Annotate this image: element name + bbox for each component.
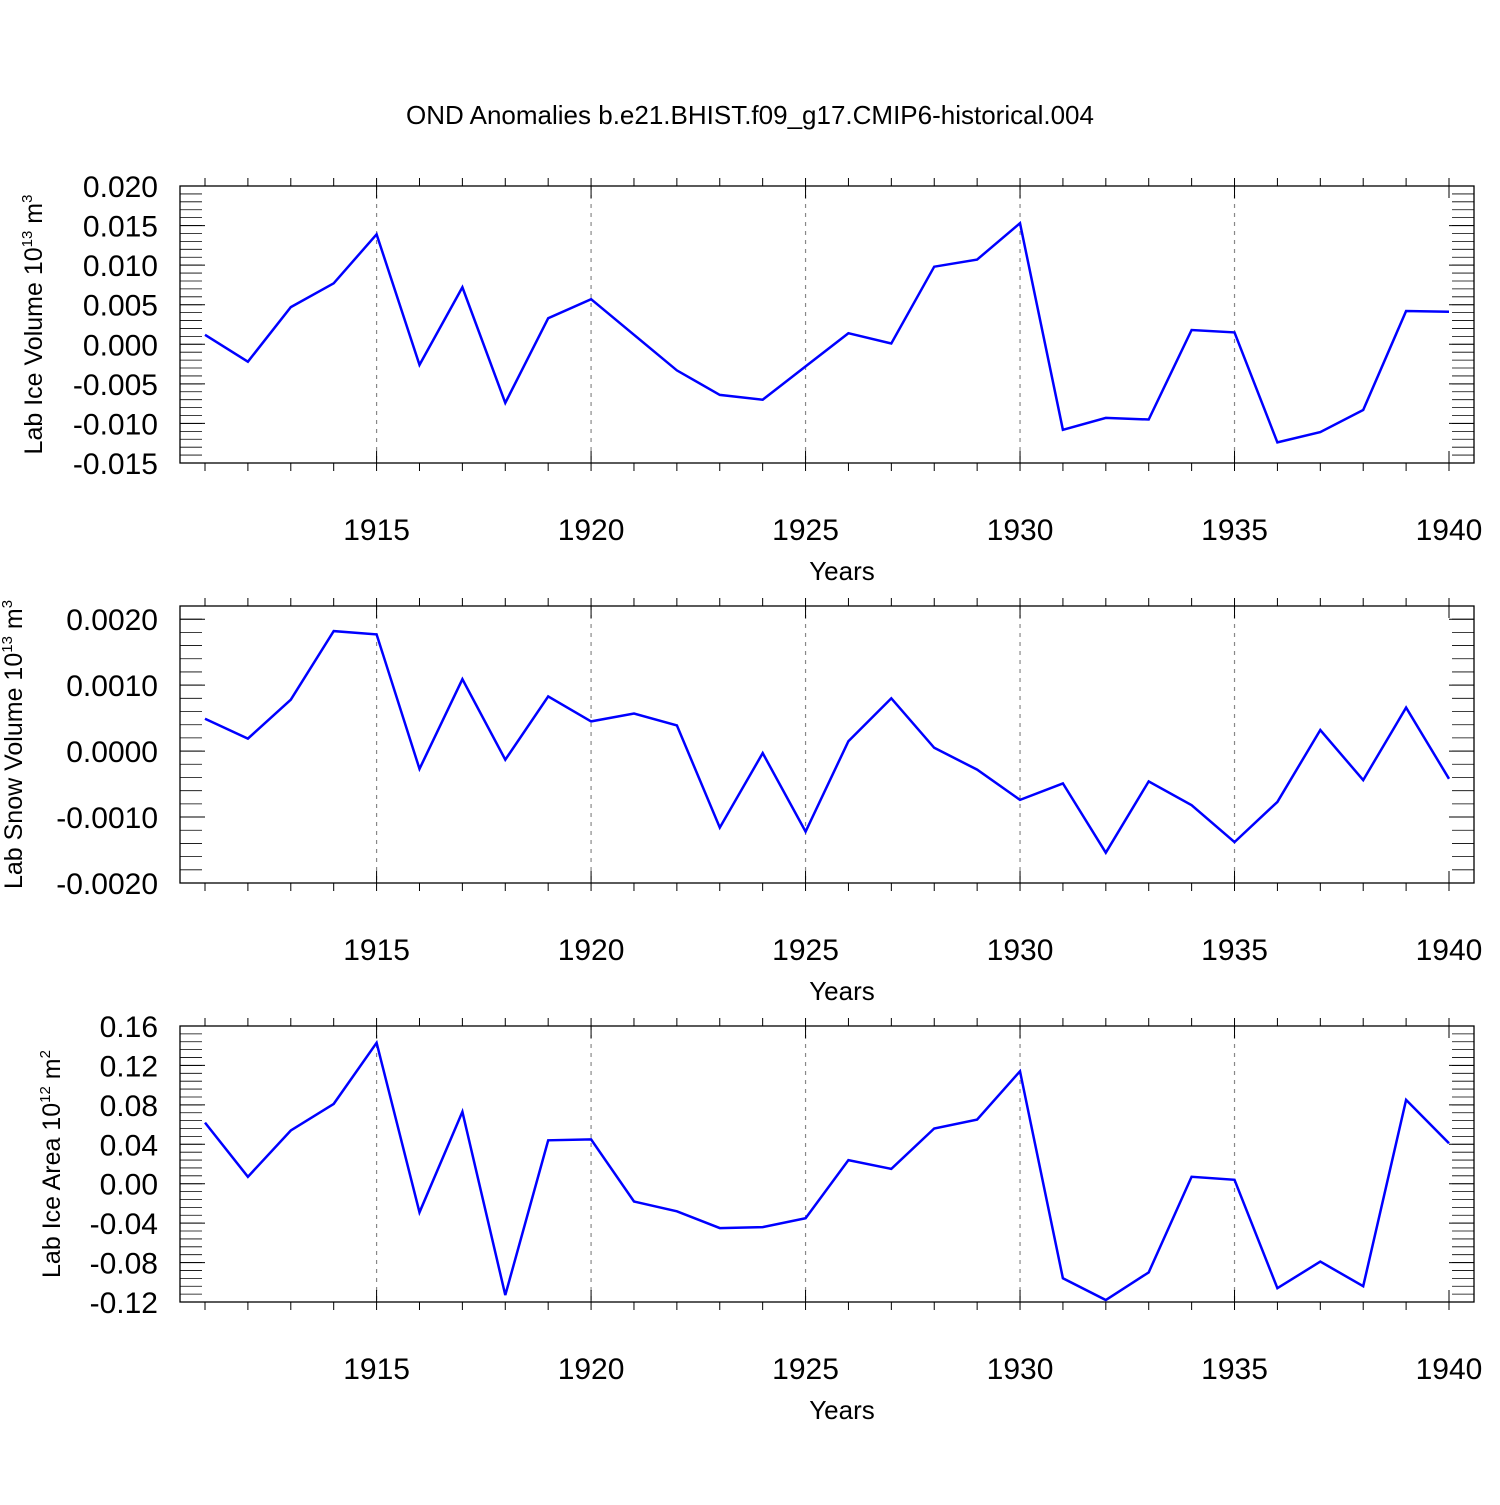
panel-snow-volume: 1915 1920 1925 1930 1935 1940 Years 0.0020 0.001…: [0, 598, 1482, 1006]
y-axis-label-exponent: 13: [19, 231, 36, 248]
y-tick-label: 0.12: [100, 1050, 158, 1083]
y-tick-label: 0.0010: [66, 670, 158, 703]
y-tick-label: -0.12: [90, 1287, 158, 1320]
y-tick-label: -0.015: [73, 448, 158, 481]
y-tick-label: 0.08: [100, 1090, 158, 1123]
x-tick-label: 1925: [772, 934, 839, 967]
x-tick-label: 1935: [1201, 514, 1268, 547]
y-tick-label: -0.04: [90, 1208, 158, 1241]
y-axis-label-text: Lab Snow Volume 10: [0, 653, 28, 889]
plot-frame: [180, 186, 1474, 463]
plot-frame: [180, 1026, 1474, 1302]
x-tick-label: 1915: [343, 1353, 410, 1386]
series-line: [205, 1043, 1449, 1300]
x-tick-label: 1940: [1416, 514, 1483, 547]
chart-title: OND Anomalies b.e21.BHIST.f09_g17.CMIP6-…: [406, 100, 1094, 130]
y-tick-label: 0.16: [100, 1011, 158, 1044]
x-tick-label: 1920: [558, 1353, 625, 1386]
x-tick-label: 1925: [772, 1353, 839, 1386]
y-axis-label: Lab Snow Volume 1013 m3: [0, 600, 28, 889]
x-tick-label: 1930: [987, 514, 1054, 547]
y-axis-label-unit: m: [38, 1058, 66, 1086]
y-tick-label: 0.015: [83, 211, 158, 244]
y-tick-label: 0.020: [83, 171, 158, 204]
y-tick-label: -0.005: [73, 369, 158, 402]
x-tick-label: 1915: [343, 934, 410, 967]
y-tick-label: -0.0020: [56, 868, 158, 901]
y-axis-label-unit-exponent: 3: [19, 195, 36, 203]
y-tick-label: -0.08: [90, 1248, 158, 1281]
y-axis-label-unit-exponent: 3: [0, 600, 16, 608]
y-axis-label: Lab Ice Volume 1013 m3: [19, 195, 48, 455]
y-tick-label: 0.000: [83, 329, 158, 362]
series-line: [205, 631, 1449, 853]
x-tick-label: 1930: [987, 1353, 1054, 1386]
y-tick-label: 0.00: [100, 1169, 158, 1202]
x-tick-label: 1930: [987, 934, 1054, 967]
y-axis-label-unit: m: [20, 203, 48, 231]
plot-frame: [180, 606, 1474, 883]
y-axis-label-text: Lab Ice Area 10: [38, 1103, 66, 1278]
x-tick-label: 1920: [558, 934, 625, 967]
x-tick-label: 1935: [1201, 934, 1268, 967]
x-axis-label: Years: [809, 1395, 875, 1425]
y-tick-label: 0.0020: [66, 604, 158, 637]
panel-ice-volume: 1915 1920 1925 1930 1935 1940 Years 0.020 0.015 0…: [19, 171, 1482, 586]
y-tick-label: -0.0010: [56, 802, 158, 835]
panel-ice-area: 1915 1920 1925 1930 1935 1940 Years 0.16 0.12 0.0…: [37, 1011, 1482, 1425]
y-tick-label: 0.0000: [66, 736, 158, 769]
y-axis-label-exponent: 12: [37, 1086, 54, 1103]
y-axis-label-unit-exponent: 2: [37, 1050, 54, 1058]
series-line: [205, 223, 1449, 442]
y-tick-label: -0.010: [73, 408, 158, 441]
y-tick-label: 0.005: [83, 290, 158, 323]
y-axis-label-text: Lab Ice Volume 10: [20, 247, 48, 454]
y-axis-label-unit: m: [0, 608, 28, 636]
x-tick-label: 1940: [1416, 934, 1483, 967]
y-axis-label: Lab Ice Area 1012 m2: [37, 1050, 66, 1278]
y-tick-label: 0.04: [100, 1129, 158, 1162]
x-tick-label: 1920: [558, 514, 625, 547]
y-axis-label-exponent: 13: [0, 636, 16, 653]
x-tick-label: 1940: [1416, 1353, 1483, 1386]
x-axis-label: Years: [809, 556, 875, 586]
x-tick-label: 1915: [343, 514, 410, 547]
x-tick-label: 1925: [772, 514, 839, 547]
x-axis-label: Years: [809, 976, 875, 1006]
y-tick-label: 0.010: [83, 250, 158, 283]
x-tick-label: 1935: [1201, 1353, 1268, 1386]
